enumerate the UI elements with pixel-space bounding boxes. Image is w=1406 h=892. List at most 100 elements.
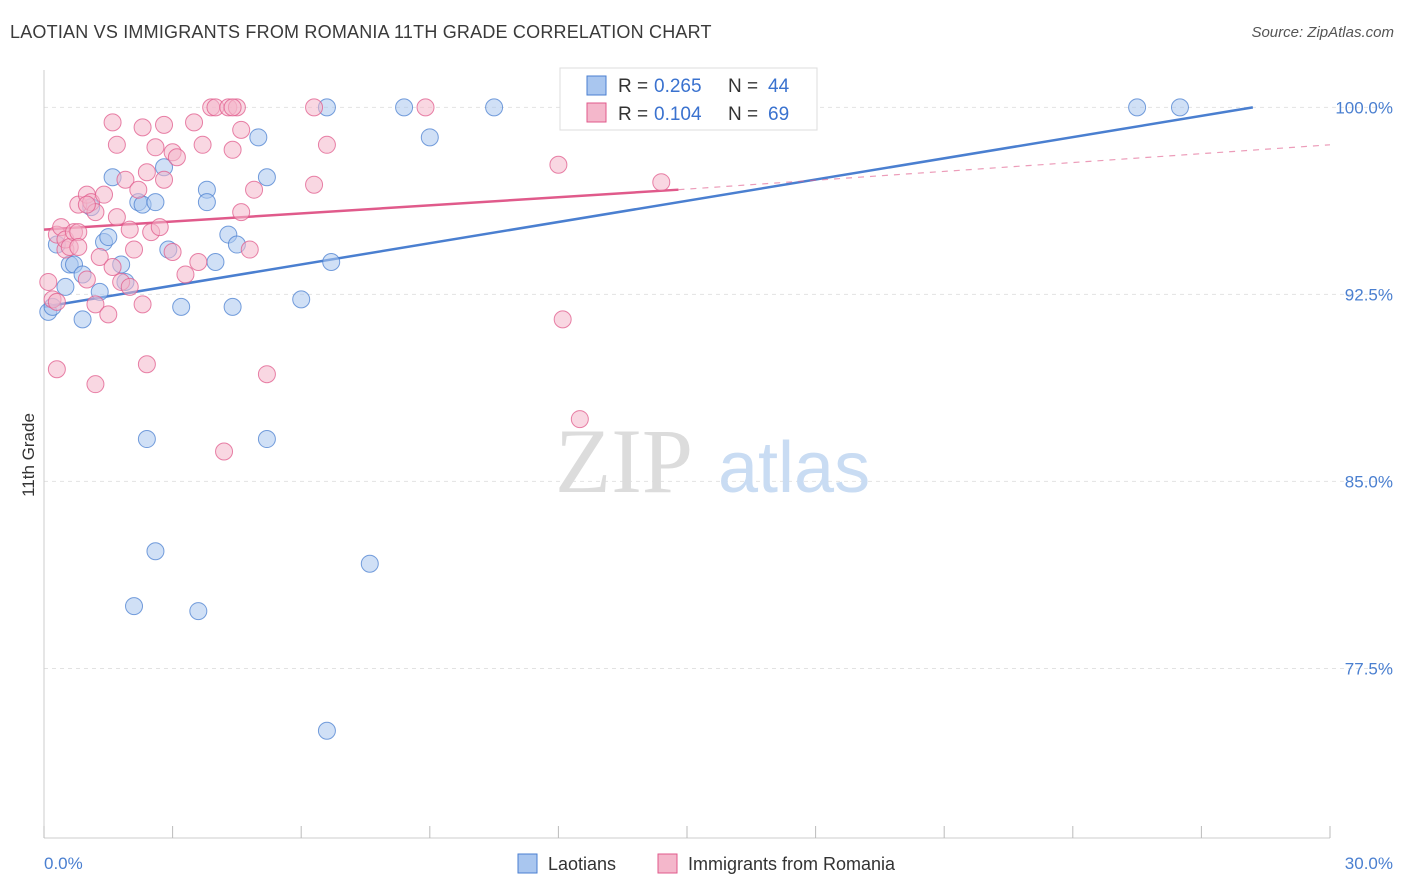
point-romania-32	[146, 138, 165, 157]
bottom-legend-swatch-romania	[657, 853, 678, 874]
legend-r-label-2: R =	[618, 104, 648, 125]
y-tick-labels: 100.0% 92.5% 85.0% 77.5%	[1335, 98, 1393, 678]
point-romania-62	[215, 442, 234, 461]
trend-line-2	[678, 144, 1331, 191]
point-romania-17	[99, 305, 118, 324]
trend-lines	[43, 106, 1331, 309]
trend-line-0	[43, 106, 1254, 309]
point-romania-11	[77, 270, 96, 289]
bottom-legend-laotians: Laotians	[548, 854, 616, 874]
legend-r-label-1: R =	[618, 76, 648, 97]
point-romania-26	[125, 240, 144, 259]
point-romania-23	[116, 170, 135, 189]
watermark: ZIP atlas	[555, 410, 870, 512]
bottom-legend: Laotians Immigrants from Romania	[517, 853, 896, 874]
legend-swatch-laotians	[586, 75, 607, 96]
point-laotians-29	[292, 290, 311, 309]
trend-line-1	[43, 188, 679, 231]
point-romania-68	[223, 98, 242, 117]
point-romania-60	[86, 375, 105, 394]
legend-r-value-2: 0.104	[654, 104, 702, 125]
point-romania-21	[103, 113, 122, 132]
point-romania-55	[416, 98, 435, 117]
point-romania-53	[305, 98, 324, 117]
point-romania-24	[120, 277, 139, 296]
point-laotians-37	[137, 430, 156, 449]
legend: R = 0.265 N = 44 R = 0.104 N = 69	[559, 67, 818, 131]
data-points	[39, 98, 1189, 740]
point-romania-20	[107, 135, 126, 154]
point-romania-64	[570, 410, 589, 429]
point-laotians-34	[485, 98, 504, 117]
x-tick-labels: 0.0% 30.0%	[44, 854, 1393, 873]
watermark-atlas: atlas	[718, 428, 870, 508]
point-laotians-33	[420, 128, 439, 147]
point-romania-41	[189, 253, 208, 271]
point-laotians-28	[257, 168, 276, 187]
point-laotians-36	[1170, 98, 1189, 117]
point-romania-66	[69, 238, 88, 257]
point-laotians-35	[1128, 98, 1147, 117]
point-laotians-25	[223, 297, 242, 316]
point-romania-63	[257, 365, 276, 384]
x-tick-label-1: 30.0%	[1345, 854, 1393, 873]
point-laotians-38	[257, 430, 276, 449]
point-laotians-20	[172, 297, 191, 316]
point-romania-14	[86, 295, 105, 314]
point-romania-50	[240, 240, 259, 259]
point-romania-54	[317, 135, 336, 154]
point-laotians-40	[360, 554, 379, 573]
x-tick-label-0: 0.0%	[44, 854, 83, 873]
point-romania-58	[652, 173, 671, 192]
point-laotians-3	[56, 277, 75, 296]
y-tick-label-0: 100.0%	[1335, 98, 1393, 117]
y-tick-label-2: 85.0%	[1345, 472, 1393, 491]
y-tick-label-1: 92.5%	[1345, 285, 1393, 304]
point-romania-29	[133, 118, 152, 137]
point-romania-8	[69, 223, 88, 242]
point-laotians-11	[99, 228, 118, 247]
point-romania-18	[103, 257, 122, 276]
point-laotians-39	[146, 542, 165, 561]
point-romania-27	[129, 180, 148, 199]
point-romania-36	[163, 243, 182, 262]
point-romania-16	[95, 185, 114, 204]
point-laotians-42	[189, 602, 208, 621]
point-laotians-30	[322, 253, 341, 271]
point-laotians-17	[146, 193, 165, 212]
point-laotians-32	[395, 98, 414, 117]
legend-n-value-1: 44	[768, 76, 790, 97]
point-romania-67	[77, 195, 96, 214]
legend-n-label-2: N =	[728, 104, 758, 125]
point-romania-34	[155, 170, 174, 189]
y-tick-label-3: 77.5%	[1345, 659, 1393, 678]
y-axis-title: 11th Grade	[19, 413, 38, 497]
point-laotians-23	[206, 253, 225, 271]
point-romania-35	[155, 115, 174, 134]
point-romania-61	[137, 355, 156, 374]
point-romania-65	[47, 292, 66, 311]
point-laotians-22	[197, 193, 216, 212]
point-romania-42	[193, 135, 212, 154]
legend-n-label-1: N =	[728, 76, 758, 97]
point-romania-51	[245, 180, 264, 199]
chart-source: Source: ZipAtlas.com	[1251, 24, 1394, 41]
point-romania-38	[167, 148, 186, 167]
point-romania-0	[39, 272, 58, 291]
point-romania-40	[185, 113, 204, 132]
point-romania-19	[107, 208, 126, 227]
point-romania-52	[305, 175, 324, 194]
legend-swatch-romania	[586, 102, 607, 123]
axes	[43, 70, 1331, 839]
point-romania-30	[137, 163, 156, 182]
point-romania-49	[232, 120, 251, 139]
point-romania-59	[47, 360, 66, 379]
point-romania-57	[553, 310, 572, 329]
point-laotians-27	[249, 128, 268, 147]
point-romania-48	[232, 203, 251, 222]
point-romania-28	[133, 295, 152, 314]
point-romania-46	[223, 140, 242, 159]
legend-n-value-2: 69	[768, 104, 789, 125]
point-laotians-7	[73, 310, 92, 329]
